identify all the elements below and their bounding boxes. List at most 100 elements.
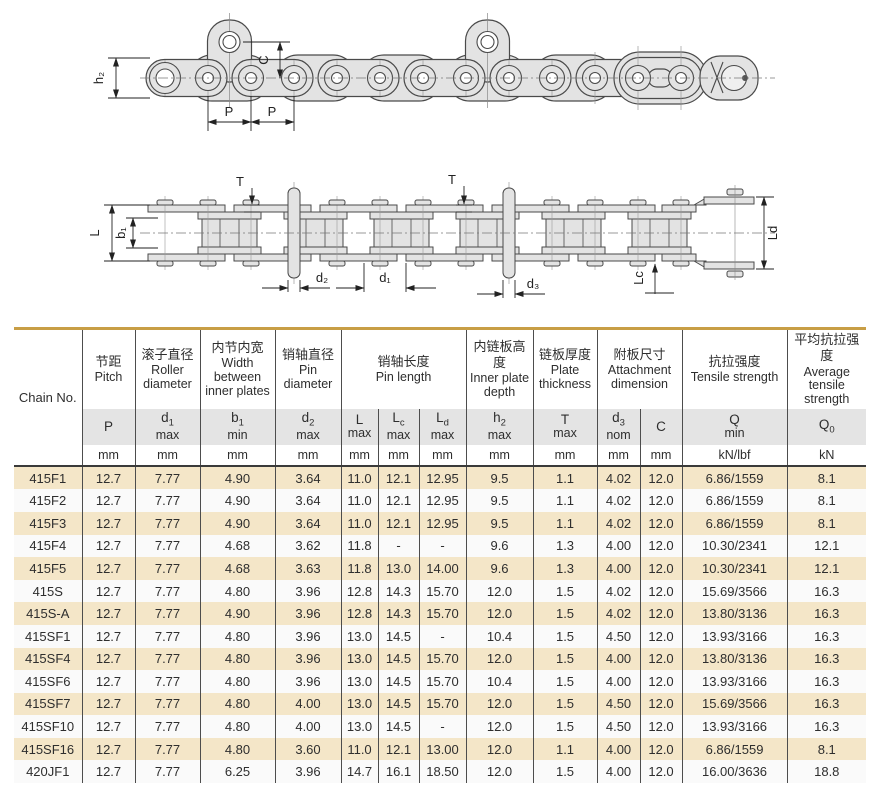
col-group-en: Pitch <box>94 370 123 385</box>
dim-label-t1: T <box>236 174 244 189</box>
value-cell: 15.69/3566 <box>681 692 788 716</box>
clevis-end <box>661 188 755 278</box>
value-cell: 1.1 <box>532 511 598 535</box>
value-cell: 12.0 <box>639 557 683 580</box>
col-group-1: 滚子直径 Roller diameter <box>134 328 200 409</box>
value-cell: 12.7 <box>81 557 135 580</box>
table-row: 415F2 12.7 7.77 4.90 3.64 11.0 12.1 12.95 9.5 1.1… <box>14 489 867 512</box>
value-cell: 3.63 <box>274 557 341 580</box>
value-cell: 7.77 <box>134 602 200 625</box>
value-cell: 10.4 <box>465 624 534 648</box>
col-group-0: 节距 Pitch <box>81 328 135 409</box>
value-cell: 6.86/1559 <box>681 737 788 761</box>
table-row: 415SF4 12.7 7.77 4.80 3.96 13.0 14.5 15.70 12.0 1… <box>14 647 867 671</box>
value-cell: 1.1 <box>532 489 598 512</box>
value-cell: 9.5 <box>465 511 534 535</box>
col-qualifier: max <box>296 428 320 443</box>
col-symbol: L <box>355 412 364 428</box>
value-cell: 13.80/3136 <box>681 647 788 671</box>
col-symbol-header: b1 min <box>199 408 275 445</box>
value-cell: 8.1 <box>786 489 867 512</box>
table-row: 415SF7 12.7 7.77 4.80 4.00 13.0 14.5 15.70 12.0 1… <box>14 692 867 716</box>
value-cell: 12.95 <box>418 465 467 490</box>
value-cell: 16.3 <box>786 602 867 625</box>
rollers-side <box>148 30 748 95</box>
value-cell: 12.7 <box>81 647 135 671</box>
value-cell: 12.1 <box>377 489 419 512</box>
value-cell: 12.0 <box>465 737 534 761</box>
value-cell: 16.3 <box>786 647 867 671</box>
table-row: 415F5 12.7 7.77 4.68 3.63 11.8 13.0 14.00 9.6 1.3… <box>14 557 867 580</box>
value-cell: 12.7 <box>81 602 135 625</box>
col-group-en: Pin diameter <box>283 363 333 391</box>
col-group-en: Inner plate depth <box>469 371 530 400</box>
side-dimensions <box>108 41 295 131</box>
col-group-en: Average tensile strength <box>803 364 850 406</box>
value-cell: 4.90 <box>199 511 275 535</box>
table-row: 415SF10 12.7 7.77 4.80 4.00 13.0 14.5-12.0 1.5 4… <box>14 715 867 738</box>
value-cell: 4.80 <box>199 624 275 648</box>
value-cell: 11.8 <box>340 557 378 580</box>
value-cell: 16.3 <box>786 624 867 648</box>
value-cell: 13.0 <box>340 647 378 671</box>
col-symbol: d3 <box>612 410 625 430</box>
chain-no-cell: 415SF6 <box>14 670 82 693</box>
col-symbol-header: d3 nom <box>596 408 641 445</box>
value-cell: 12.95 <box>418 511 467 535</box>
value-cell: 12.0 <box>639 534 683 558</box>
col-qualifier: max <box>386 428 411 443</box>
value-cell: 12.8 <box>340 602 378 625</box>
col-symbol: Lc <box>392 410 405 430</box>
value-cell: 9.6 <box>465 557 534 580</box>
col-group-en: Tensile strength <box>690 370 779 385</box>
col-unit: mm <box>81 444 135 467</box>
value-cell: 3.64 <box>274 489 341 512</box>
value-cell: 6.86/1559 <box>681 465 788 490</box>
value-cell: 16.3 <box>786 670 867 693</box>
value-cell: 1.5 <box>532 579 598 603</box>
dim-label-b1: b₁ <box>113 227 128 239</box>
col-group-4: 销轴长度 Pin length <box>340 328 467 409</box>
value-cell: - <box>418 624 467 648</box>
col-unit: mm <box>274 444 341 467</box>
chain-no-header: Chain No. <box>14 328 82 467</box>
value-cell: 7.77 <box>134 715 200 738</box>
value-cell: 7.77 <box>134 670 200 693</box>
value-cell: 4.90 <box>199 465 275 490</box>
col-group-cn: 链板厚度 <box>539 347 592 362</box>
table-row: 415S-A 12.7 7.77 4.90 3.96 12.8 14.3 15.70 12.0 1… <box>14 602 867 625</box>
value-cell: 10.4 <box>465 670 534 693</box>
value-cell: 9.5 <box>465 489 534 512</box>
col-unit: mm <box>134 444 200 467</box>
chain-no-cell: 420JF1 <box>14 760 82 784</box>
value-cell: 12.1 <box>377 511 419 535</box>
value-cell: 12.0 <box>639 602 683 625</box>
col-symbol-header: C <box>639 408 683 445</box>
value-cell: - <box>377 534 419 558</box>
value-cell: 12.0 <box>465 602 534 625</box>
chain-no-cell: 415F2 <box>14 489 82 512</box>
value-cell: 13.80/3136 <box>681 602 788 625</box>
col-qualifier: max <box>155 428 180 443</box>
value-cell: 14.3 <box>377 602 419 625</box>
value-cell: 12.7 <box>81 715 135 738</box>
value-cell: 7.77 <box>134 737 200 761</box>
chain-links-plan <box>147 188 755 278</box>
col-qualifier: max <box>347 426 372 441</box>
value-cell: 12.7 <box>81 670 135 693</box>
col-group-cn: 节距 <box>95 353 122 369</box>
value-cell: 12.7 <box>81 624 135 648</box>
dim-label-c: C <box>256 55 271 64</box>
value-cell: 12.8 <box>340 579 378 603</box>
chain-plan-view-drawing: L b₁ T T d₂ d₁ d₃ Lc Ld <box>87 172 780 298</box>
value-cell: 14.3 <box>377 579 419 603</box>
value-cell: 12.0 <box>639 579 683 603</box>
value-cell: 7.77 <box>134 760 200 784</box>
col-unit: kN/lbf <box>681 444 788 467</box>
col-group-2: 内节内宽 Width between inner plates <box>199 328 275 409</box>
value-cell: 7.77 <box>134 692 200 716</box>
col-unit: mm <box>418 444 467 467</box>
value-cell: 4.00 <box>596 534 641 558</box>
value-cell: 13.0 <box>377 557 419 580</box>
